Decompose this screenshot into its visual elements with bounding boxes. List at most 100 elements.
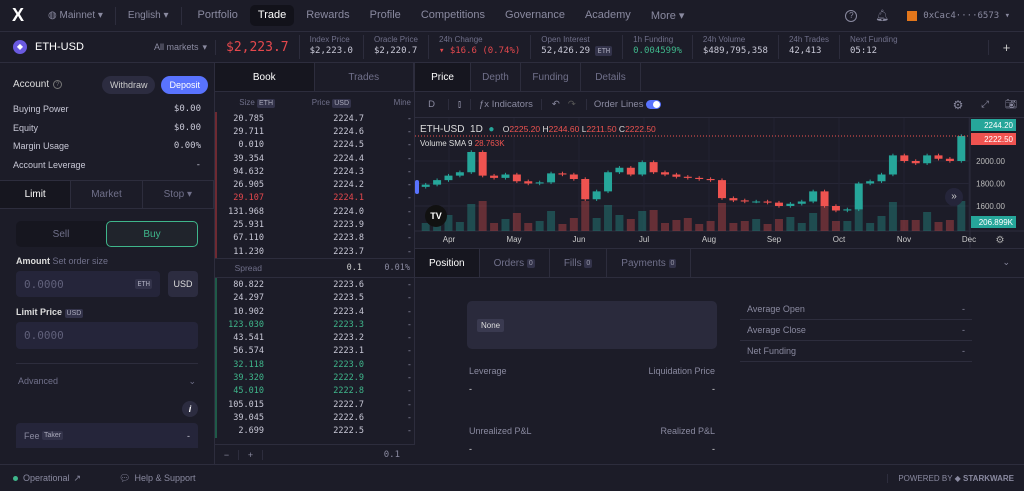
bids-row[interactable]: 24.297 2223.5 - xyxy=(215,291,414,305)
nav-link-trade[interactable]: Trade xyxy=(249,5,295,26)
asks-row[interactable]: 25.931 2223.9 - xyxy=(215,218,414,232)
dydx-logo[interactable]: X xyxy=(11,5,24,25)
fullscreen-icon[interactable]: ⤢ xyxy=(981,99,989,110)
asks-row[interactable]: 131.968 2224.0 - xyxy=(215,205,414,219)
help-icon[interactable]: ? xyxy=(845,9,858,22)
status-link[interactable]: Operational xyxy=(23,473,70,483)
zoom-out-button[interactable]: − xyxy=(215,449,239,460)
order-tab-0[interactable]: Limit xyxy=(0,181,72,208)
tab-label: Position xyxy=(429,257,465,269)
add-icon[interactable]: + xyxy=(988,39,1024,55)
detail-value: - xyxy=(962,346,965,356)
position-tab-orders[interactable]: Orders 0 xyxy=(480,249,550,277)
bids-row[interactable]: 2.699 2222.5 - xyxy=(215,424,414,438)
bids-row[interactable]: 56.574 2223.1 - xyxy=(215,344,414,359)
advanced-toggle[interactable]: Advanced ⌄ xyxy=(16,363,198,399)
volume-price-label: 206.899K xyxy=(979,218,1014,227)
nav-link-profile[interactable]: Profile xyxy=(362,5,409,26)
position-tab-position[interactable]: Position xyxy=(415,249,480,277)
candle-body xyxy=(638,162,647,175)
bids-row[interactable]: 123.030 2223.3 - xyxy=(215,318,414,332)
order-tab-2[interactable]: Stop ▾ xyxy=(143,181,214,208)
market-selector[interactable]: ◆ ETH-USD All markets ▾ xyxy=(0,40,215,54)
bids-row[interactable]: 80.822 2223.6 - xyxy=(215,278,414,292)
settings-icon[interactable]: ⚙ xyxy=(952,97,964,112)
all-markets-dropdown[interactable]: All markets xyxy=(153,42,199,52)
wallet-address: 0xCac4····6573 xyxy=(923,10,1000,21)
tab-book[interactable]: Book xyxy=(215,63,315,91)
candle-body xyxy=(820,191,829,206)
info-icon[interactable]: ? xyxy=(53,80,63,89)
nav-link-rewards[interactable]: Rewards xyxy=(298,5,357,26)
redo-icon[interactable]: ↷ xyxy=(564,99,587,110)
starkware-brand: STARKWARE xyxy=(963,473,1014,483)
asks-row[interactable]: 26.905 2224.2 - xyxy=(215,178,414,192)
grouping-value[interactable]: 0.1 xyxy=(383,449,400,460)
bids-row[interactable]: 32.118 2223.0 - xyxy=(215,358,414,372)
volume-value: 28.763K xyxy=(474,139,505,148)
asks-row[interactable]: 11.230 2223.7 - xyxy=(215,244,414,259)
nav-link-more[interactable]: More ▾ xyxy=(650,10,685,22)
zoom-in-button[interactable]: + xyxy=(239,449,263,460)
undo-icon[interactable]: ↶ xyxy=(551,99,560,110)
legend-close: 2222.50 xyxy=(625,124,656,134)
nav-link-competitions[interactable]: Competitions xyxy=(413,5,493,26)
chart-tab-funding[interactable]: Funding xyxy=(521,63,581,91)
network-selector[interactable]: ◍ Mainnet ▾ xyxy=(36,6,116,25)
scroll-right-button[interactable]: » xyxy=(945,188,963,206)
stat-value-text: 42,413 xyxy=(788,46,822,56)
asks-row[interactable]: 29.711 2224.6 - xyxy=(215,125,414,139)
withdraw-button[interactable]: Withdraw xyxy=(101,75,156,94)
camera-icon[interactable]: 📷︎ xyxy=(1004,99,1018,110)
amount-label: Amount xyxy=(16,256,50,266)
bids-row[interactable]: 39.320 2222.9 - xyxy=(215,371,414,385)
asks-row[interactable]: 39.354 2224.4 - xyxy=(215,151,414,166)
row-price: 2224.5 xyxy=(333,140,364,151)
position-tab-fills[interactable]: Fills 0 xyxy=(550,249,608,277)
buy-button[interactable]: Buy xyxy=(106,221,198,247)
wallet-button[interactable]: 0xCac4····6573 ▾ xyxy=(907,10,1010,21)
detail-value: - xyxy=(962,325,965,335)
asks-row[interactable]: 0.010 2224.5 - xyxy=(215,138,414,152)
deposit-button[interactable]: Deposit xyxy=(161,75,208,94)
bids-row[interactable]: 43.541 2223.2 - xyxy=(215,331,414,345)
asks-row[interactable]: 67.110 2223.8 - xyxy=(215,231,414,245)
chart-tab-depth[interactable]: Depth xyxy=(471,63,521,91)
market-open-dot: ● xyxy=(488,124,495,135)
tab-trades[interactable]: Trades xyxy=(315,63,414,91)
limit-price-input[interactable]: 0.0000 xyxy=(16,322,198,349)
interval-button[interactable]: D xyxy=(415,99,449,110)
stat-value: $2,223.0 xyxy=(310,46,353,56)
chart-tab-price[interactable]: Price xyxy=(415,63,471,91)
candle-body xyxy=(809,191,818,202)
nav-link-academy[interactable]: Academy xyxy=(577,5,639,26)
order-lines-toggle[interactable] xyxy=(646,100,662,109)
help-support-link[interactable]: Help & Support xyxy=(134,473,196,483)
price-chart[interactable]: 2000.00 1800.00 1600.00 Apr May Jun Jul Aug Sep O… xyxy=(415,118,1024,248)
usd-toggle-button[interactable]: USD xyxy=(168,271,198,297)
tradingview-logo[interactable]: TV xyxy=(425,205,447,227)
bids-row[interactable]: 45.010 2222.8 - xyxy=(215,384,414,398)
info-button[interactable]: i xyxy=(182,401,198,417)
bids-row[interactable]: 39.045 2222.6 - xyxy=(215,411,414,425)
amount-input[interactable]: 0.0000 ETH xyxy=(16,271,160,297)
bell-icon[interactable]: 🔔︎ xyxy=(875,10,890,22)
nav-link-portfolio[interactable]: Portfolio xyxy=(190,5,246,26)
spread-pct: 0.01% xyxy=(384,263,410,274)
asks-row[interactable]: 94.632 2224.3 - xyxy=(215,165,414,179)
asks-row[interactable]: 29.107 2224.1 - xyxy=(215,191,414,206)
language-selector[interactable]: English ▾ xyxy=(116,6,182,25)
order-tab-1[interactable]: Market xyxy=(71,181,143,208)
candle-type-icon[interactable]: ⫾ xyxy=(449,99,471,110)
sell-button[interactable]: Sell xyxy=(52,228,70,240)
indicators-button[interactable]: ƒx Indicators xyxy=(471,99,542,110)
chart-tab-details[interactable]: Details xyxy=(581,63,641,91)
asks-row[interactable]: 20.785 2224.7 - xyxy=(215,112,414,126)
collapse-chevron-icon[interactable]: ⌄ xyxy=(1002,257,1010,267)
bids-row[interactable]: 105.015 2222.7 - xyxy=(215,397,414,412)
bids-row[interactable]: 10.902 2223.4 - xyxy=(215,304,414,319)
metamask-fox-icon xyxy=(907,10,918,21)
position-tab-payments[interactable]: Payments 0 xyxy=(607,249,692,277)
nav-link-governance[interactable]: Governance xyxy=(497,5,573,26)
market-symbol: ETH-USD xyxy=(35,41,84,53)
